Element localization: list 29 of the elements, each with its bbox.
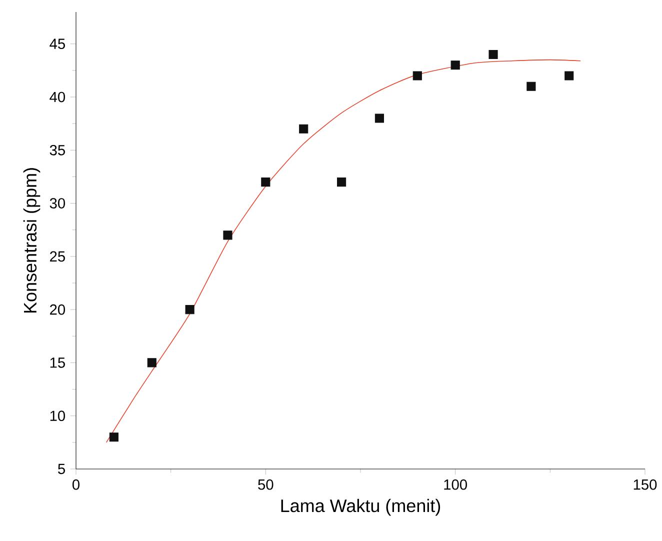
point: [374, 114, 384, 123]
x-axis-title: Lama Waktu (menit): [281, 498, 440, 516]
x-tick-label: 0: [72, 479, 80, 490]
point: [185, 305, 194, 314]
point: [488, 50, 498, 60]
point: [336, 178, 346, 187]
point: [147, 358, 156, 368]
point: [299, 124, 308, 134]
point: [109, 432, 118, 442]
y-tick-label: 40: [50, 92, 66, 102]
y-tick-label: 45: [50, 38, 65, 49]
y-tick-label: 15: [50, 358, 65, 368]
point: [412, 71, 422, 80]
point: [223, 230, 232, 240]
y-tick-label: 25: [50, 251, 65, 262]
y-tick-label: 5: [58, 464, 65, 474]
y-tick-label: 35: [50, 144, 65, 156]
point: [450, 60, 460, 70]
point: [261, 178, 270, 187]
y-tick-label: 30: [50, 198, 66, 208]
x-tick-label: 100: [444, 479, 467, 490]
line-series: [106, 59, 581, 443]
y-tick-label: 10: [50, 410, 66, 422]
y-axis-title: Konsentrasi (ppm): [23, 168, 40, 313]
x-tick-label: 150: [634, 479, 657, 490]
y-tick-label: 20: [50, 304, 66, 315]
point: [564, 71, 574, 80]
point: [526, 82, 536, 91]
x-tick-label: 50: [258, 479, 274, 490]
